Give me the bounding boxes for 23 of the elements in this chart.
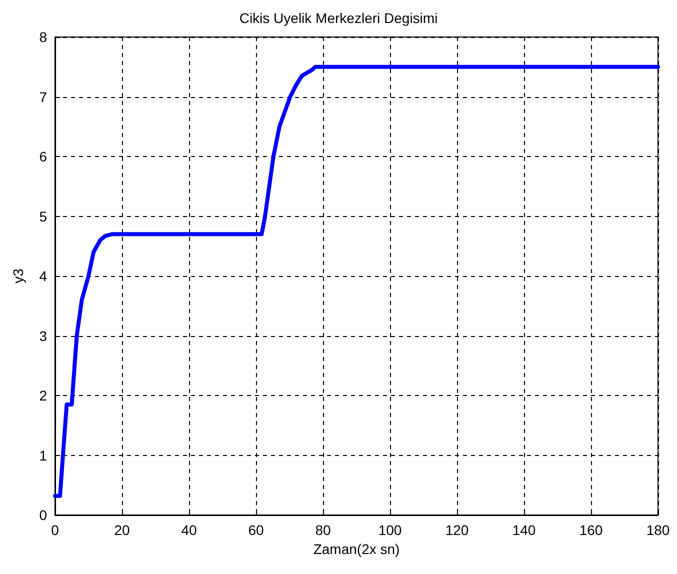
y-axis-title: y3 [10,268,26,284]
y-tick-label: 2 [39,388,48,404]
x-tick-label: 100 [378,522,402,538]
x-tick-label: 80 [315,522,331,538]
y-tick-label: 3 [39,328,48,344]
x-tick-label: 180 [646,522,670,538]
x-tick-label: 0 [51,522,60,538]
x-axis-title: Zaman(2x sn) [313,540,400,557]
line-series [53,64,660,498]
x-tick-label: 20 [114,522,130,538]
x-tick-label: 160 [579,522,603,538]
y-tick-label: 8 [39,29,48,45]
y-tick-label: 0 [39,507,48,523]
y-tick-label: 7 [39,88,48,105]
chart-title: Cikis Uyelik Merkezleri Degisimi [239,10,438,26]
y-tick-label: 5 [39,208,48,224]
x-tick-label: 60 [248,522,264,538]
x-tick-label: 40 [181,522,197,538]
y-tick-label: 6 [39,148,48,164]
x-tick-label: 140 [512,522,536,538]
x-tick-label: 120 [445,522,469,538]
y-tick-label: 1 [39,447,48,464]
y-tick-label: 4 [39,268,48,284]
